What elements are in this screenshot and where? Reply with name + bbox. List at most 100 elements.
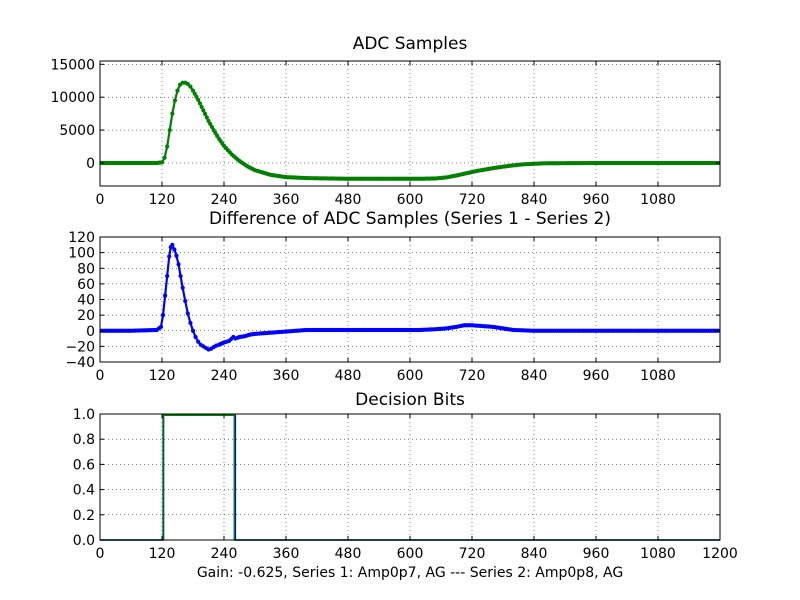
chart-1-x-tick-label-3: 360 — [273, 368, 300, 384]
chart-0-series-0-point — [172, 98, 178, 103]
chart-1-series-0-point — [172, 247, 177, 252]
chart-2-x-tick-label-8: 960 — [583, 546, 610, 562]
chart-0-series-0-point — [208, 121, 213, 127]
chart-0-series-0-point — [185, 81, 190, 87]
chart-0-x-tick-label-4: 480 — [335, 192, 362, 208]
chart-1-x-tick-label-9: 1080 — [640, 368, 676, 384]
chart-1-y-tick-label-2: 0 — [86, 324, 95, 340]
chart-1-x-tick-label-4: 480 — [335, 368, 362, 384]
chart-1-series-0-point — [176, 262, 181, 267]
chart-0-x-tick-label-0: 0 — [96, 192, 105, 208]
chart-1-x-tick-label-2: 240 — [211, 368, 238, 384]
chart-0-series-0-point — [159, 160, 165, 165]
chart-1-x-tick-label-8: 960 — [583, 368, 610, 384]
chart-1-y-tick-label-8: 120 — [68, 230, 95, 246]
chart-2-x-tick-label-3: 360 — [273, 546, 300, 562]
chart-0-series-0-point — [206, 118, 211, 123]
chart-0-y-tick-label-0: 0 — [86, 156, 95, 172]
chart-0-series-0-point — [202, 111, 208, 116]
chart-1-x-tick-label-1: 120 — [149, 368, 176, 384]
chart-1-x-tick-label-6: 720 — [459, 368, 486, 384]
chart-0-x-tick-label-3: 360 — [273, 192, 300, 208]
chart-1-series-0-point — [174, 253, 179, 258]
chart-1-y-tick-label-3: 20 — [77, 308, 95, 324]
chart-0-x-tick-label-2: 240 — [211, 192, 238, 208]
chart-2-y-tick-label-0: 0.0 — [73, 533, 95, 549]
chart-0-series-0-point — [196, 97, 201, 102]
chart-0-plot-area — [100, 61, 720, 186]
chart-0-series-0-point — [175, 88, 180, 93]
chart-2-y-tick-label-5: 1.0 — [73, 407, 95, 423]
chart-0-y-tick-label-3: 15000 — [50, 57, 95, 73]
chart-1-series-0-point — [183, 298, 188, 304]
chart-2-x-tick-label-4: 480 — [335, 546, 362, 562]
chart-1-series-0-point — [170, 242, 175, 247]
chart-1-series-0 — [100, 242, 720, 352]
chart-1-series-0-point — [167, 254, 172, 259]
chart-0-y-tick-label-2: 10000 — [50, 90, 95, 106]
chart-1-x-tick-label-5: 600 — [397, 368, 424, 384]
chart-1-y-tick-label-1: −20 — [65, 339, 95, 355]
chart-1-series-0-point — [196, 339, 201, 344]
chart-2-x-tick-label-9: 1080 — [640, 546, 676, 562]
chart-0-title: ADC Samples — [353, 34, 468, 54]
chart-1-series-0-point — [165, 273, 170, 279]
chart-2-y-tick-label-4: 0.8 — [73, 432, 95, 448]
chart-1-series-0-point — [193, 334, 198, 340]
figure-caption: Gain: -0.625, Series 1: Amp0p7, AG --- S… — [197, 565, 623, 581]
chart-1-series-0-point — [178, 273, 183, 279]
subplot-adc-samples: 0 120 240 360 480 600 720 840 960 1080 0 5000 10000 1… — [50, 34, 721, 208]
chart-2-plot-area — [100, 414, 720, 540]
chart-1-y-tick-label-7: 100 — [68, 246, 95, 262]
chart-1-x-tick-label-7: 840 — [521, 368, 548, 384]
chart-0-y-tick-label-1: 5000 — [59, 123, 95, 139]
chart-0-series-0-point — [209, 124, 215, 130]
chart-0-series-0-point — [170, 111, 175, 116]
chart-1-title: Difference of ADC Samples (Series 1 - Se… — [209, 209, 611, 229]
chart-2-x-tick-label-7: 840 — [521, 546, 548, 562]
chart-1-series-0-point — [180, 285, 185, 290]
chart-1-y-tick-label-6: 80 — [77, 261, 95, 277]
chart-2-x-tick-label-0: 0 — [96, 546, 105, 562]
chart-0-series-0 — [100, 80, 720, 181]
chart-2-x-tick-label-6: 720 — [459, 546, 486, 562]
chart-0-series-0-point — [201, 108, 206, 113]
chart-2-y-tick-label-3: 0.6 — [73, 457, 95, 473]
chart-2-x-tick-label-2: 240 — [211, 546, 238, 562]
chart-0-series-0-point — [188, 84, 193, 89]
subplot-difference: 0 120 240 360 480 600 720 840 960 1080−40−2002040… — [65, 209, 721, 384]
chart-0-series-0-point — [165, 144, 170, 149]
chart-0-series-0-point — [197, 101, 202, 106]
chart-0-series-0-point — [190, 88, 196, 93]
chart-0-series-0-point — [199, 104, 204, 109]
chart-2-y-tick-label-2: 0.4 — [73, 483, 95, 499]
chart-0-x-tick-label-8: 960 — [583, 192, 610, 208]
chart-0-x-tick-label-7: 840 — [521, 192, 548, 208]
chart-1-series-0-point — [190, 328, 196, 333]
chart-0-series-0-point — [167, 127, 172, 133]
chart-1-y-tick-label-4: 40 — [77, 293, 95, 309]
chart-1-series-0-point — [188, 320, 193, 326]
chart-0-x-tick-label-1: 120 — [149, 192, 176, 208]
chart-1-series-0-point — [158, 324, 164, 329]
chart-0-series-0-point — [162, 155, 167, 160]
subplot-decision-bits: 0 120 240 360 480 600 720 840 960 1080 1200 0.0 0.2 0… — [73, 390, 738, 562]
chart-0-x-tick-label-9: 1080 — [640, 192, 676, 208]
chart-0-x-tick-label-6: 720 — [459, 192, 486, 208]
chart-1-y-tick-label-0: −40 — [65, 355, 95, 371]
chart-2-x-tick-label-10: 1200 — [702, 546, 738, 562]
chart-0-series-0-point — [204, 115, 209, 120]
chart-1-y-tick-label-5: 60 — [77, 277, 95, 293]
chart-1-series-0-point — [185, 311, 190, 316]
chart-0-x-tick-label-5: 600 — [397, 192, 424, 208]
chart-2-x-tick-label-1: 120 — [149, 546, 176, 562]
chart-2-y-tick-label-1: 0.2 — [73, 508, 95, 524]
chart-1-series-0-point — [163, 293, 168, 298]
chart-2-x-tick-label-5: 600 — [397, 546, 424, 562]
chart-2-title: Decision Bits — [355, 390, 465, 410]
chart-1-x-tick-label-0: 0 — [96, 368, 105, 384]
chart-0-series-0-point — [192, 91, 197, 96]
chart-1-series-0-point — [160, 313, 166, 318]
chart-0-series-0-point — [194, 94, 199, 99]
